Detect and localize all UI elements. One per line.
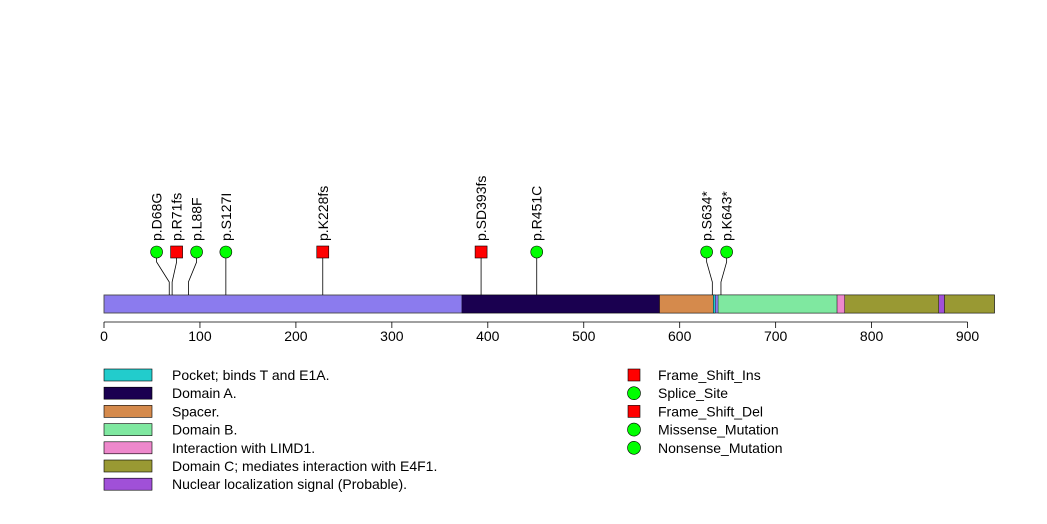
domain-block-0 bbox=[461, 294, 660, 314]
mutation-label: p.K228fs bbox=[315, 186, 331, 241]
x-axis-tick-label: 400 bbox=[476, 328, 500, 344]
mutation-label: p.SD393fs bbox=[473, 176, 489, 241]
legend-mutation-label: Splice_Site bbox=[658, 385, 728, 401]
mutation-stem bbox=[706, 252, 713, 295]
mutation-marker-circle bbox=[190, 245, 203, 259]
mutation-label: p.S634* bbox=[699, 191, 715, 241]
legend-swatch bbox=[103, 405, 153, 418]
legend: Pocket; binds T and E1A. Domain A. Spacer.… bbox=[103, 367, 783, 492]
legend-mutation-label: Missense_Mutation bbox=[658, 422, 779, 438]
domain-layer bbox=[461, 294, 995, 314]
mutation-p-R451C: p.R451C bbox=[529, 186, 545, 295]
legend-mutation-label: Frame_Shift_Del bbox=[658, 403, 763, 419]
legend-label: Domain A. bbox=[172, 385, 237, 401]
legend-marker-square bbox=[627, 368, 641, 382]
x-axis-tick-label: 500 bbox=[572, 328, 596, 344]
mutation-marker-circle bbox=[530, 245, 544, 259]
legend-marker-circle bbox=[627, 440, 641, 455]
legend-label: Spacer. bbox=[172, 403, 219, 419]
mutation-p-S634-: p.S634* bbox=[699, 191, 715, 295]
domain-block-4 bbox=[836, 294, 845, 314]
x-axis-tick-label: 200 bbox=[284, 328, 308, 344]
mutation-stem bbox=[156, 252, 170, 295]
mutation-layer: p.D68G p.R71fs p.L88F p.S127I p.K228fs p.SD39… bbox=[149, 176, 735, 295]
legend-swatch bbox=[103, 477, 153, 491]
legend-swatch bbox=[103, 423, 153, 436]
legend-label: Interaction with LIMD1. bbox=[172, 440, 315, 456]
mutation-stem bbox=[720, 252, 728, 295]
mutation-marker-circle bbox=[219, 245, 233, 259]
x-axis: 0 100 200 300 400 500 600 700 800 900 bbox=[100, 321, 980, 344]
legend-swatch bbox=[103, 368, 153, 382]
mutation-p-K228fs: p.K228fs bbox=[315, 186, 331, 295]
mutation-p-SD393fs: p.SD393fs bbox=[473, 176, 489, 295]
legend-swatch bbox=[103, 459, 153, 473]
legend-marker-circle bbox=[627, 422, 641, 437]
x-axis-tick-label: 700 bbox=[764, 328, 788, 344]
x-axis-tick-label: 300 bbox=[380, 328, 404, 344]
mutation-marker-square bbox=[316, 245, 330, 259]
mutation-p-L88F: p.L88F bbox=[188, 197, 205, 295]
legend-marker-square bbox=[627, 405, 641, 418]
mutation-p-R71fs: p.R71fs bbox=[169, 193, 185, 295]
legend-mutation-label: Nonsense_Mutation bbox=[658, 440, 783, 456]
legend-label: Domain C; mediates interaction with E4F1… bbox=[172, 458, 437, 474]
x-axis-tick-label: 100 bbox=[188, 328, 212, 344]
legend-marker-circle bbox=[627, 386, 641, 401]
mutation-stem bbox=[171, 252, 178, 295]
x-axis-tick-label: 900 bbox=[956, 328, 980, 344]
domain-block-7 bbox=[944, 294, 995, 314]
mutation-p-K643-: p.K643* bbox=[719, 191, 735, 295]
mutation-marker-circle bbox=[150, 245, 163, 259]
legend-label: Pocket; binds T and E1A. bbox=[172, 367, 329, 383]
mutation-p-S127I: p.S127I bbox=[218, 193, 234, 295]
mutation-marker-square bbox=[170, 245, 183, 259]
legend-swatch bbox=[103, 441, 153, 455]
domain-block-6 bbox=[938, 294, 945, 314]
x-axis-tick-label: 0 bbox=[100, 328, 108, 344]
legend-label: Nuclear localization signal (Probable). bbox=[172, 476, 407, 492]
x-axis-tick-label: 600 bbox=[668, 328, 692, 344]
mutation-marker-circle bbox=[720, 245, 733, 259]
legend-label: Domain B. bbox=[172, 422, 237, 438]
domain-block-3 bbox=[717, 294, 838, 314]
domain-block-1 bbox=[659, 294, 714, 314]
mutation-label: p.R451C bbox=[529, 186, 545, 241]
mutation-marker-square bbox=[474, 245, 488, 259]
legend-swatch bbox=[103, 386, 153, 400]
mutation-marker-circle bbox=[700, 245, 713, 259]
mutation-label: p.S127I bbox=[218, 193, 234, 241]
mutation-stem bbox=[188, 252, 198, 295]
domain-block-2 bbox=[713, 294, 716, 314]
mutation-label: p.K643* bbox=[719, 191, 735, 241]
mutation-label: p.L88F bbox=[189, 197, 205, 241]
legend-mutation-label: Frame_Shift_Ins bbox=[658, 367, 761, 383]
mutation-label: p.D68G bbox=[149, 193, 165, 241]
domain-block-5 bbox=[844, 294, 939, 314]
x-axis-tick-label: 800 bbox=[860, 328, 884, 344]
mutation-label: p.R71fs bbox=[169, 193, 185, 241]
mutation-p-D68G: p.D68G bbox=[149, 193, 170, 295]
